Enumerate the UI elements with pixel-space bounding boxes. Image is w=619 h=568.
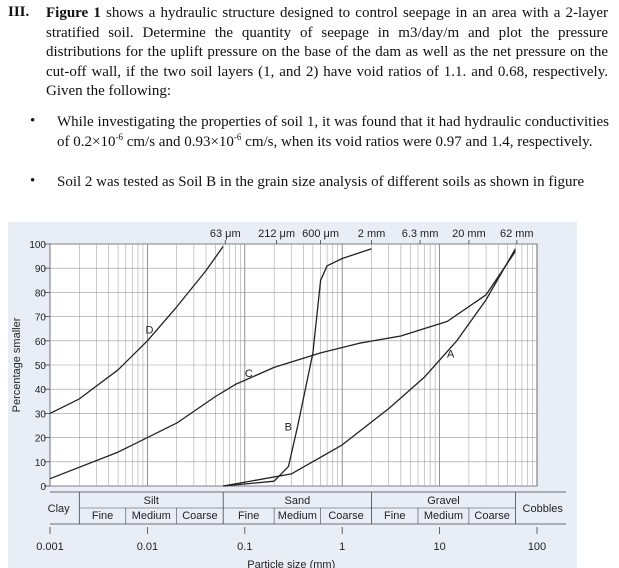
x-axis-label: Particle size (mm) <box>247 559 335 568</box>
bullet-2-glyph: • <box>30 173 36 189</box>
class-subdivision-medium: Medium <box>278 510 317 522</box>
curve-B <box>223 248 372 487</box>
curve-label-A: A <box>447 349 455 361</box>
x-tick-label: 0.01 <box>137 541 158 553</box>
class-silt: Silt <box>144 495 159 507</box>
top-tick-label: 6.3 mm <box>402 228 439 240</box>
y-tick-label: 20 <box>35 434 47 445</box>
question-number: III. <box>8 4 30 20</box>
curve-label-C: C <box>245 368 253 380</box>
figure-reference: Figure 1 <box>46 5 101 21</box>
question-paragraph: Figure 1 shows a hydraulic structure des… <box>46 4 608 102</box>
y-tick-label: 60 <box>35 337 47 348</box>
class-clay: Clay <box>48 503 71 515</box>
y-tick-label: 100 <box>29 240 46 251</box>
class-cobbles: Cobbles <box>523 503 564 515</box>
x-tick-label: 10 <box>433 541 445 553</box>
top-tick-label: 600 μm <box>302 228 339 240</box>
x-tick-label: 0.1 <box>237 541 252 553</box>
top-tick-label: 212 μm <box>258 228 295 240</box>
y-tick-label: 90 <box>35 264 47 275</box>
grain-size-chart: 0 10 20 30 40 50 60 70 80 90 100 Percentage smaller… <box>8 222 577 568</box>
class-gravel: Gravel <box>427 495 459 507</box>
y-tick-label: 30 <box>35 409 47 420</box>
top-tick-label: 2 mm <box>358 228 386 240</box>
curve-label-B: B <box>285 421 292 433</box>
y-tick-label: 0 <box>40 482 46 493</box>
y-tick-label: 70 <box>35 313 47 324</box>
class-subdivision-fine: Fine <box>238 510 259 522</box>
y-tick-label: 50 <box>35 361 47 372</box>
bullet-1-glyph: • <box>30 113 36 129</box>
class-subdivision-coarse: Coarse <box>474 510 509 522</box>
y-tick-label: 40 <box>35 385 47 396</box>
x-tick-label: 0.001 <box>36 541 64 553</box>
class-subdivision-medium: Medium <box>424 510 463 522</box>
y-axis-label: Percentage smaller <box>11 317 23 412</box>
class-subdivision-medium: Medium <box>132 510 171 522</box>
bullet-1-text: While investigating the properties of so… <box>57 114 609 150</box>
y-tick-label: 10 <box>35 458 47 469</box>
class-subdivision-coarse: Coarse <box>182 510 217 522</box>
x-tick-label: 1 <box>339 541 345 553</box>
curve-A <box>223 248 516 487</box>
y-tick-label: 80 <box>35 288 47 299</box>
top-tick-label: 62 mm <box>500 228 534 240</box>
class-subdivision-fine: Fine <box>92 510 113 522</box>
class-subdivision-coarse: Coarse <box>328 510 363 522</box>
question-text: shows a hydraulic structure designed to … <box>46 5 609 100</box>
top-tick-label: 63 μm <box>210 228 241 240</box>
curve-D <box>49 246 224 414</box>
x-tick-label: 100 <box>528 541 546 553</box>
top-tick-label: 20 mm <box>452 228 486 240</box>
bullet-2-text: Soil 2 was tested as Soil B in the grain… <box>57 174 585 190</box>
class-subdivision-fine: Fine <box>384 510 405 522</box>
curve-C <box>49 250 516 480</box>
curve-label-D: D <box>145 325 153 337</box>
class-sand: Sand <box>285 495 311 507</box>
